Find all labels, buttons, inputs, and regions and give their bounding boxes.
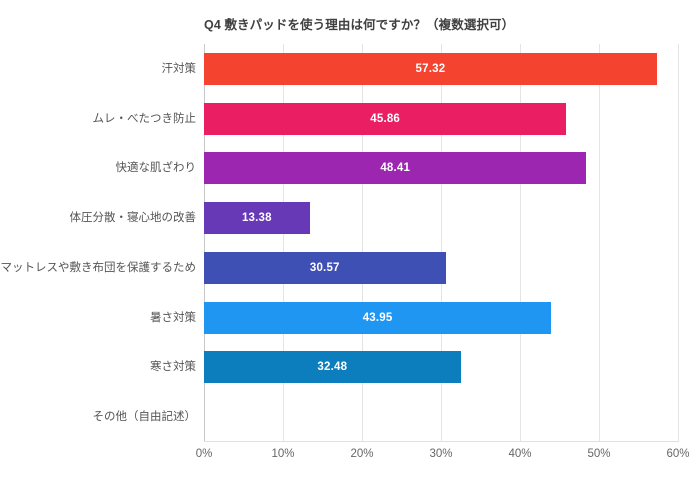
y-axis-category-labels: 汗対策ムレ・べたつき防止快適な肌ざわり体圧分散・寝心地の改善マットレスや敷き布団…	[0, 44, 197, 442]
bar-row[interactable]: 43.95	[204, 301, 678, 334]
bar-row[interactable]: 13.38	[204, 202, 678, 235]
bar-row[interactable]: 48.41	[204, 152, 678, 185]
bar-row[interactable]: 30.57	[204, 251, 678, 284]
x-tick-label: 10%	[271, 448, 295, 460]
x-tick-label: 60%	[666, 448, 690, 460]
bar[interactable]: 48.41	[204, 152, 587, 185]
x-tick-label: 50%	[587, 448, 611, 460]
bar-row[interactable]: 45.86	[204, 102, 678, 135]
category-label: ムレ・べたつき防止	[92, 112, 197, 125]
category-label: マットレスや敷き布団を保護するため	[0, 261, 197, 274]
bar[interactable]: 43.95	[204, 301, 552, 334]
bar[interactable]: 57.32	[204, 52, 657, 85]
bar-series: 57.32 45.86 48.41 13.38 30.57 43.95 32.48	[204, 44, 678, 442]
x-tick-label: 20%	[350, 448, 374, 460]
bar-value-label: 45.86	[370, 112, 401, 125]
x-tick-label: 40%	[508, 448, 532, 460]
category-label: 暑さ対策	[150, 311, 196, 324]
category-label: その他（自由記述）	[92, 411, 197, 424]
category-label: 汗対策	[161, 62, 197, 75]
x-tick-label: 0%	[195, 448, 213, 460]
chart-title: Q4 敷きパッドを使う理由は何ですか？（複数選択可）	[204, 18, 515, 32]
bar-row[interactable]: 57.32	[204, 52, 678, 85]
bar-value-label: 32.48	[317, 361, 348, 374]
x-axis-baseline	[204, 441, 678, 442]
x-axis-tick-labels: 0% 10% 20% 30% 40% 50% 60%	[196, 448, 690, 468]
gridline-60%	[678, 44, 679, 442]
bar-value-label: 43.95	[362, 311, 393, 324]
x-tick-label: 30%	[429, 448, 453, 460]
bar-row[interactable]	[204, 401, 678, 433]
category-label: 寒さ対策	[150, 361, 196, 374]
bar[interactable]: 13.38	[204, 202, 310, 235]
category-label: 体圧分散・寝心地の改善	[69, 212, 197, 225]
bar-value-label: 57.32	[415, 62, 446, 75]
bar[interactable]: 30.57	[204, 251, 446, 284]
bar[interactable]: 45.86	[204, 102, 567, 135]
bar-value-label: 13.38	[241, 212, 272, 225]
bar-value-label: 30.57	[309, 261, 340, 274]
category-label: 快適な肌ざわり	[115, 162, 197, 175]
plot-area: 57.32 45.86 48.41 13.38 30.57 43.95 32.48	[204, 44, 679, 442]
bar-value-label: 48.41	[380, 162, 411, 175]
bar[interactable]: 32.48	[204, 351, 461, 384]
bar-row[interactable]: 32.48	[204, 351, 678, 384]
